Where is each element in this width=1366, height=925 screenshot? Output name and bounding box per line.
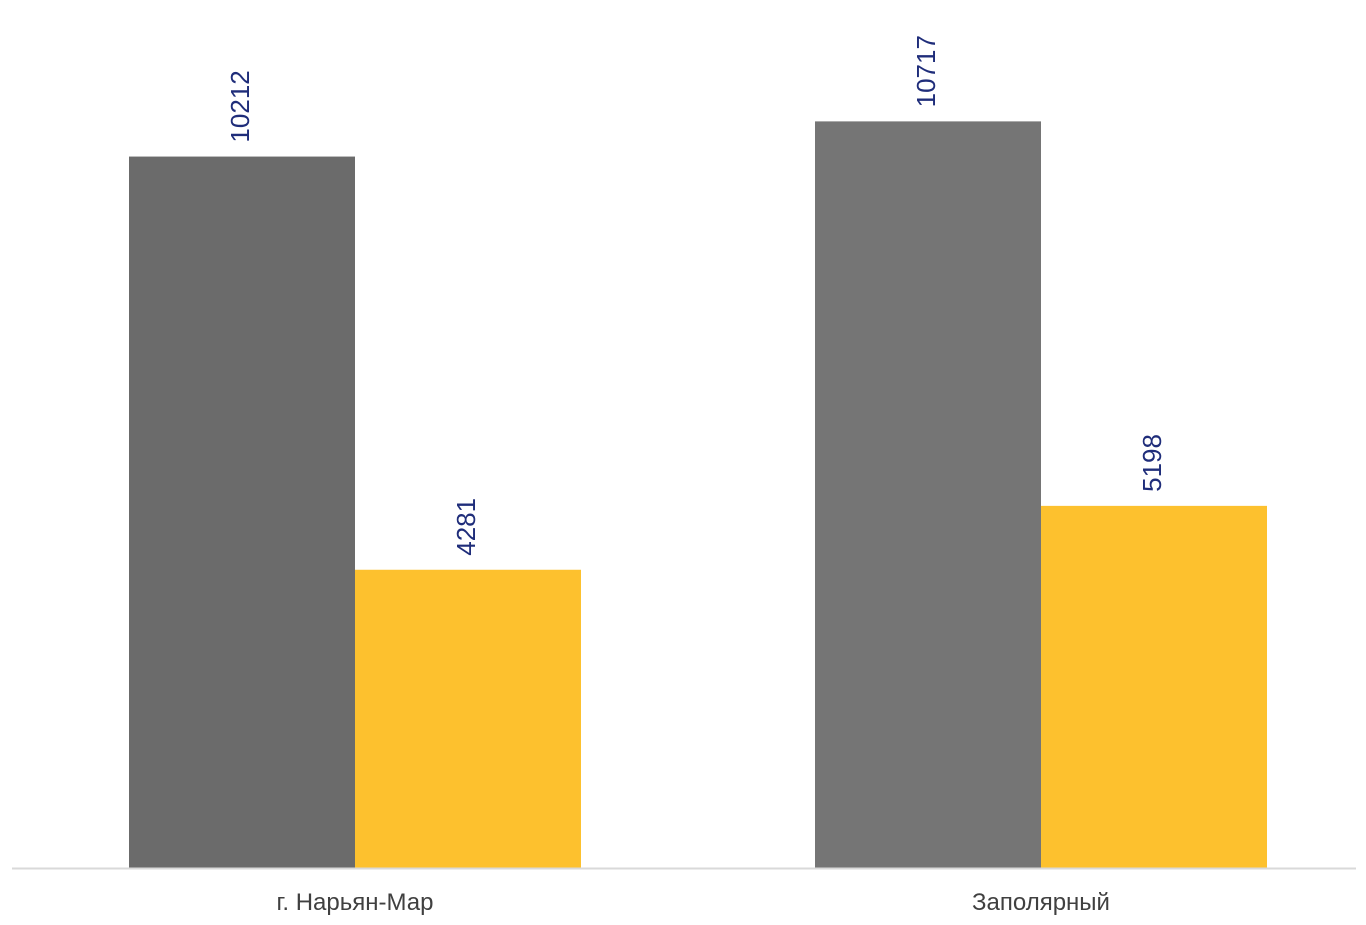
data-labels-group: 10212 4281 10717 5198 (225, 35, 1167, 556)
data-label-series-1-cat-1: 10212 (225, 70, 255, 142)
bar-series-2-cat-1 (355, 569, 581, 868)
data-label-series-2-cat-2: 5198 (1137, 434, 1167, 492)
category-label-1: г. Нарьян-Мар (277, 889, 434, 916)
data-label-series-2-cat-1: 4281 (451, 498, 481, 556)
category-labels-group: г. Нарьян-Мар Заполярный (277, 889, 1110, 916)
bar-series-1-cat-2 (815, 121, 1041, 869)
data-label-series-1-cat-2: 10717 (911, 35, 941, 107)
bars-group (129, 121, 1267, 869)
bar-series-2-cat-2 (1041, 505, 1267, 868)
bar-series-1-cat-1 (129, 156, 355, 869)
category-label-2: Заполярный (972, 889, 1110, 916)
